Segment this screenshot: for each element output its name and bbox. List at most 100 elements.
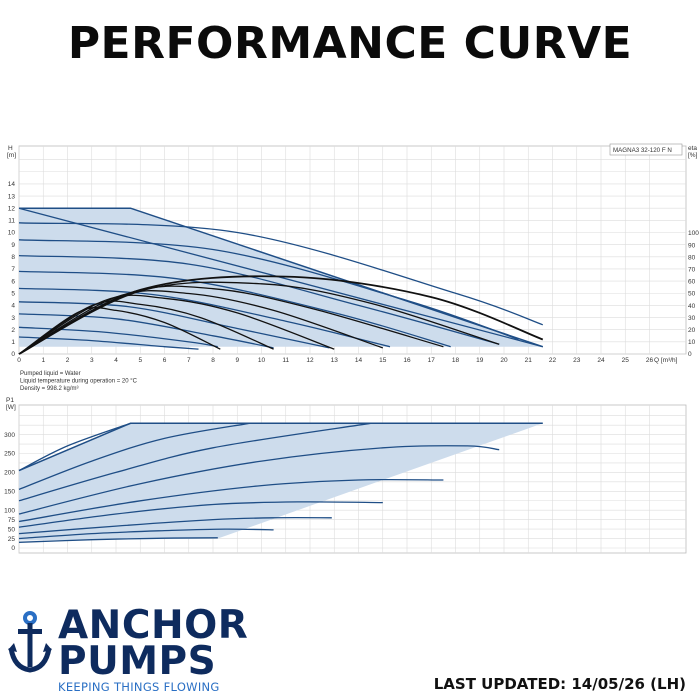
efficiency-curve — [18, 285, 444, 355]
x-tick-label: 7 — [187, 357, 191, 364]
efficiency-curve — [18, 290, 384, 355]
head-curve — [18, 222, 544, 326]
efficiency-curve — [18, 294, 335, 355]
logo-wordmark-line2: PUMPS — [58, 639, 217, 684]
efficiency-curve — [18, 300, 274, 355]
x-tick-label: 2 — [66, 357, 70, 364]
y-tick-label: 100 — [4, 507, 15, 514]
x-tick-label: 15 — [379, 357, 387, 364]
y-tick-label: 150 — [4, 489, 15, 496]
y-tick-label: 75 — [8, 517, 16, 524]
head-curve — [18, 336, 199, 350]
power-curve — [18, 501, 383, 528]
power-envelope-border — [18, 422, 543, 472]
y-axis-label: H — [8, 145, 13, 152]
x-tick-label: 25 — [622, 357, 630, 364]
y-tick-label: 300 — [4, 432, 15, 439]
y-tick-label: 2 — [11, 327, 15, 334]
brand-logo: ANCHOR PUMPS KEEPING THINGS FLOWING — [8, 604, 248, 694]
head-curve — [18, 254, 500, 345]
y-tick-label: 7 — [11, 266, 15, 273]
head-curve — [18, 270, 451, 348]
y-tick-label: 200 — [4, 470, 15, 477]
y2-tick-label: 80 — [688, 254, 696, 261]
x-tick-label: 5 — [138, 357, 142, 364]
x-tick-label: 12 — [306, 357, 314, 364]
y-tick-label: 1 — [11, 339, 15, 346]
x-tick-label: 20 — [500, 357, 508, 364]
power-curve — [18, 445, 500, 515]
model-label-box — [609, 143, 683, 156]
power-chart: 0 25 50 75 100 150 200 250 300 P1[W] — [4, 397, 687, 554]
x-tick-label: 4 — [114, 357, 118, 364]
power-curve — [18, 422, 250, 491]
last-updated-text: LAST UPDATED: 14/05/26 (LH) — [433, 675, 686, 693]
y-tick-label: 12 — [8, 205, 16, 212]
x-tick-label: 21 — [525, 357, 533, 364]
x-tick-label: 1 — [41, 357, 45, 364]
x-tick-label: 24 — [597, 357, 605, 364]
y-tick-label: 11 — [8, 218, 15, 225]
model-label: MAGNA3 32-120 F N — [613, 147, 672, 154]
logo-wordmark-line1: ANCHOR — [58, 603, 249, 648]
x-tick-label: 18 — [452, 357, 460, 364]
power-curve — [18, 516, 332, 535]
pumped-liquid-note: Pumped liquid = Water — [20, 371, 81, 377]
head-curve — [18, 313, 274, 349]
y-tick-label: 4 — [11, 303, 15, 310]
head-chart: 0 1 2 3 4 5 6 7 8 9 10 11 12 13 14 15 16 17 18 19 20 21 22 23 24… — [7, 143, 699, 392]
head-curve — [18, 207, 543, 348]
x-tick-label: 0 — [17, 357, 21, 364]
power-curve — [18, 537, 218, 543]
y2-tick-label: 90 — [688, 242, 696, 249]
power-curve — [18, 422, 131, 472]
head-curve — [18, 301, 330, 349]
x-tick-label: 17 — [428, 357, 436, 364]
page-title: PERFORMANCE CURVE — [67, 18, 633, 69]
head-curve — [18, 239, 519, 341]
y2-tick-label: 50 — [688, 291, 696, 298]
y-tick-label: 50 — [8, 526, 16, 533]
y-axis-unit: [m] — [7, 152, 16, 159]
x-tick-label: 22 — [549, 357, 557, 364]
x-tick-label: 14 — [355, 357, 363, 364]
y-tick-label: 0 — [11, 351, 15, 358]
y2-tick-label: 10 — [688, 339, 696, 346]
y2-axis-unit: [%] — [688, 152, 698, 159]
power-envelope — [19, 423, 543, 541]
y2-axis-label: eta — [688, 145, 697, 152]
x-tick-label: 13 — [331, 357, 339, 364]
y2-tick-label: 70 — [688, 267, 696, 274]
y-tick-label: 8 — [11, 254, 15, 261]
y-tick-label: 13 — [8, 193, 16, 200]
y-tick-label: 25 — [8, 536, 16, 543]
power-curve — [18, 422, 371, 502]
y-axis-unit: [W] — [6, 404, 16, 411]
x-tick-label: 16 — [403, 357, 411, 364]
pumped-liquid-note: Density = 998.2 kg/m³ — [20, 386, 79, 392]
x-tick-label: 23 — [573, 357, 581, 364]
y2-tick-label: 100 — [688, 230, 699, 237]
y-tick-label: 10 — [8, 230, 16, 237]
y-tick-label: 14 — [8, 181, 16, 188]
y-axis-label: P1 — [6, 397, 14, 404]
x-tick-label: 19 — [476, 357, 484, 364]
x-tick-label: 8 — [211, 357, 215, 364]
y-tick-label: 5 — [11, 290, 15, 297]
y2-tick-label: 0 — [688, 351, 692, 358]
head-curve — [18, 287, 391, 348]
y-tick-label: 250 — [4, 451, 15, 458]
y-tick-label: 0 — [11, 545, 15, 552]
x-tick-label: 11 — [282, 357, 289, 364]
x-tick-label: 6 — [163, 357, 167, 364]
power-curve — [18, 478, 444, 523]
anchor-icon — [8, 611, 52, 673]
y-tick-label: 3 — [11, 315, 15, 322]
y-tick-label: 9 — [11, 242, 15, 249]
x-axis-label: Q [m³/h] — [654, 357, 678, 364]
y2-tick-label: 20 — [688, 327, 696, 334]
y2-tick-label: 40 — [688, 303, 696, 310]
x-tick-label: 10 — [258, 357, 266, 364]
x-tick-label: 26 — [646, 357, 654, 364]
